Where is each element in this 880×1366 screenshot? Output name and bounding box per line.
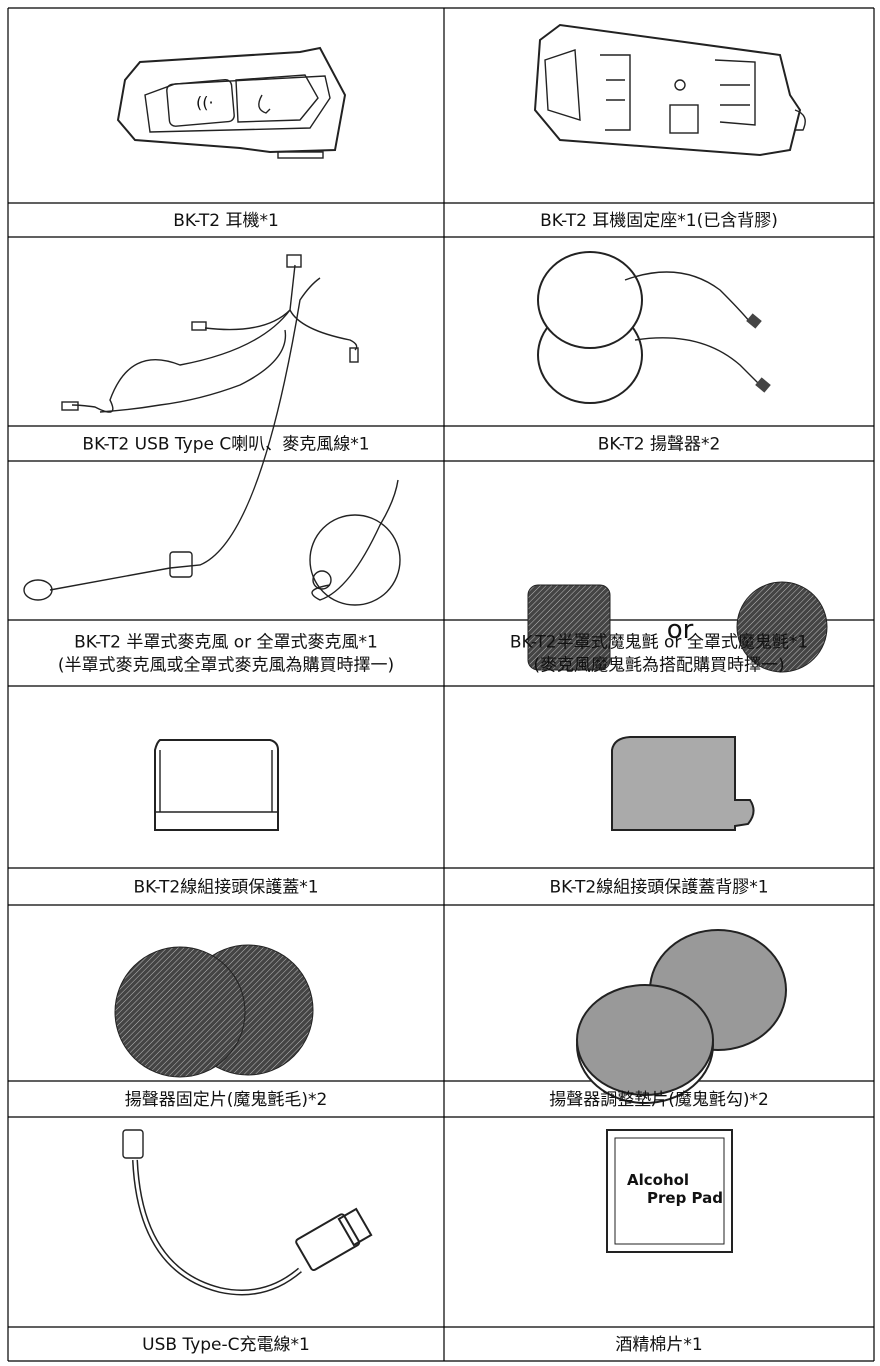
alcohol-line: Alcohol [627,1171,689,1189]
alcohol-pad-figure: Alcohol Prep Pad [606,1129,733,1253]
adjust-pads-figure [576,929,787,1104]
illustrations: ((· or [23,23,828,1296]
or-text: or [667,615,694,645]
item-label: BK-T2 半罩式麥克風 or 全罩式麥克風*1 [74,633,378,653]
item-label: BK-T2 耳機固定座*1(已含背膠) [540,211,778,231]
mount-figure [533,23,806,157]
cover-figure [154,739,279,831]
labels: BK-T2 耳機*1 BK-T2 耳機固定座*1(已含背膠) BK-T2 USB T… [58,211,808,1355]
alcohol-line: Prep Pad [647,1189,723,1207]
headset-figure: ((· [116,46,347,159]
cover-adhesive-figure [611,736,755,831]
item-label: 揚聲器調整墊片(魔鬼氈勾)*2 [549,1090,769,1110]
svg-text:((·: ((· [196,93,214,112]
item-label: BK-T2線組接頭保護蓋背膠*1 [549,878,768,898]
item-label: (麥克風魔鬼氈為搭配購買時擇一) [533,656,784,676]
item-label: USB Type-C充電線*1 [142,1335,310,1355]
speakers-figure [537,251,771,404]
item-label: BK-T2 耳機*1 [173,211,279,231]
item-label: BK-T2線組接頭保護蓋*1 [133,878,318,898]
usb-cable-figure [122,1129,373,1296]
fixing-pads-figure [114,944,314,1078]
table-grid [7,7,875,1362]
item-label: (半罩式麥克風或全罩式麥克風為購買時擇一) [58,656,394,676]
velcro-figure: or [527,581,828,673]
microphone-figure [23,277,401,606]
cable-figure [61,254,359,413]
item-label: BK-T2 揚聲器*2 [598,435,721,455]
item-label: 酒精棉片*1 [615,1335,702,1355]
item-label: BK-T2半罩式魔鬼氈 or 全罩式魔鬼氈*1 [510,633,808,653]
item-label: BK-T2 USB Type C喇叭、麥克風線*1 [82,435,369,455]
item-label: 揚聲器固定片(魔鬼氈毛)*2 [125,1090,328,1110]
